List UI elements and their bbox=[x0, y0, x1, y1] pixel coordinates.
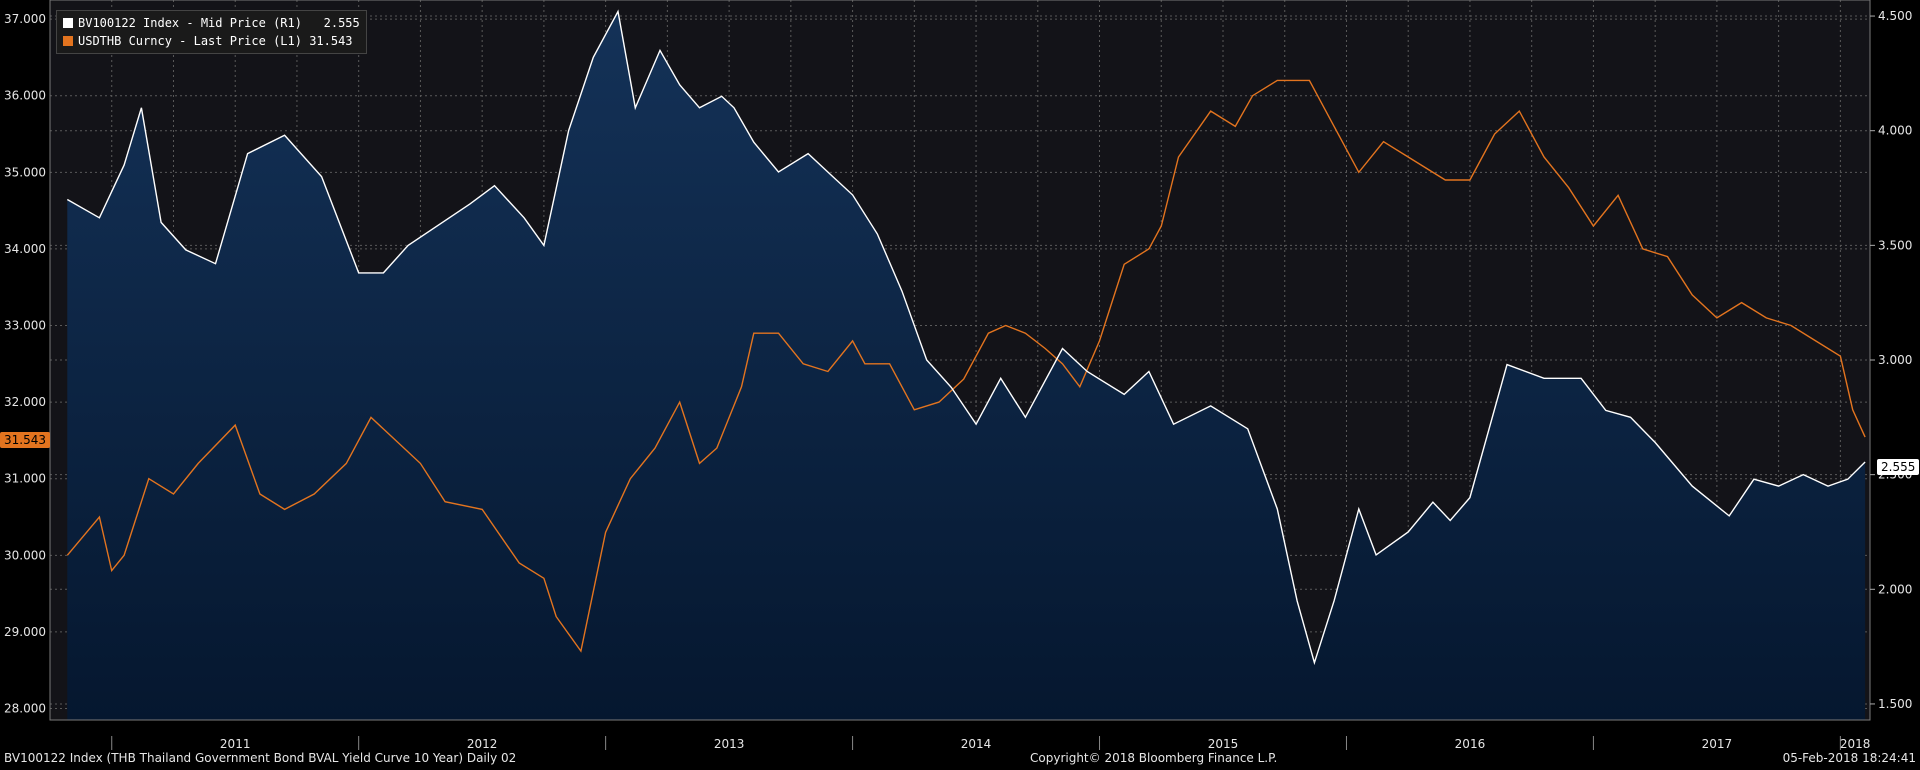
x-tick-label: 2014 bbox=[961, 737, 992, 751]
x-tick-label: 2017 bbox=[1702, 737, 1733, 751]
left-tick-label: 37.000 bbox=[4, 12, 46, 26]
bond-swatch-icon bbox=[63, 18, 73, 28]
left-tick-label: 33.000 bbox=[4, 319, 46, 333]
footer-series-description: BV100122 Index (THB Thailand Government … bbox=[4, 751, 516, 765]
right-tick-label: 4.000 bbox=[1878, 124, 1912, 138]
chart-svg: 28.000 29.000 30.000 31.000 32.000 33.000 34.0… bbox=[0, 0, 1920, 770]
x-tick-label: 2011 bbox=[220, 737, 251, 751]
usdthb-last-value-tag: 31.543 bbox=[0, 432, 50, 448]
right-tick-label: 3.500 bbox=[1878, 238, 1912, 252]
x-tick-label: 2013 bbox=[714, 737, 745, 751]
chart-legend: BV100122 Index - Mid Price (R1) 2.555 US… bbox=[56, 10, 367, 54]
bond-last-value-tag: 2.555 bbox=[1877, 459, 1919, 475]
left-tick-label: 30.000 bbox=[4, 548, 46, 562]
left-tick-label: 31.000 bbox=[4, 472, 46, 486]
footer-copyright: Copyright© 2018 Bloomberg Finance L.P. bbox=[1030, 751, 1277, 765]
left-tick-label: 35.000 bbox=[4, 165, 46, 179]
right-tick-label: 3.000 bbox=[1878, 353, 1912, 367]
left-tick-label: 32.000 bbox=[4, 395, 46, 409]
x-axis-ticks: 2011 2012 2013 2014 2015 2016 2017 2018 bbox=[112, 736, 1871, 751]
left-tick-label: 28.000 bbox=[4, 702, 46, 716]
right-tick-label: 2.000 bbox=[1878, 582, 1912, 596]
x-tick-label: 2018 bbox=[1840, 737, 1871, 751]
left-axis-ticks: 28.000 29.000 30.000 31.000 32.000 33.000 34.0… bbox=[4, 12, 46, 715]
chart-root: 28.000 29.000 30.000 31.000 32.000 33.000 34.0… bbox=[0, 0, 1920, 770]
x-tick-label: 2012 bbox=[467, 737, 498, 751]
right-tick-label: 4.500 bbox=[1878, 9, 1912, 23]
usdthb-swatch-icon bbox=[63, 36, 73, 46]
footer-timestamp: 05-Feb-2018 18:24:41 bbox=[1783, 751, 1916, 765]
legend-label-bond: BV100122 Index - Mid Price (R1) 2.555 bbox=[78, 16, 360, 30]
right-tick-label: 1.500 bbox=[1878, 697, 1912, 711]
legend-label-usdthb: USDTHB Curncy - Last Price (L1) 31.543 bbox=[78, 34, 353, 48]
x-tick-label: 2015 bbox=[1208, 737, 1239, 751]
legend-item-usdthb: USDTHB Curncy - Last Price (L1) 31.543 bbox=[63, 32, 360, 50]
left-tick-label: 36.000 bbox=[4, 89, 46, 103]
left-tick-label: 29.000 bbox=[4, 625, 46, 639]
legend-item-bond: BV100122 Index - Mid Price (R1) 2.555 bbox=[63, 14, 360, 32]
x-tick-label: 2016 bbox=[1455, 737, 1486, 751]
left-tick-label: 34.000 bbox=[4, 242, 46, 256]
